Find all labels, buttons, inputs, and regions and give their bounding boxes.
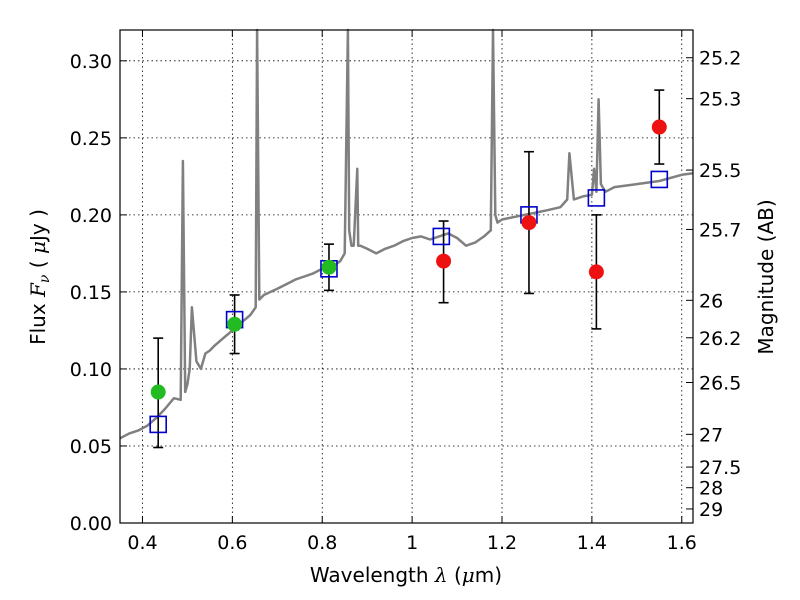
model-square-marker <box>432 227 451 246</box>
model-square-marker <box>587 189 606 207</box>
x-tick-label: 1.6 <box>667 532 697 554</box>
x-tick-label: 0.8 <box>307 532 337 554</box>
y-tick-label: 0.25 <box>70 128 112 150</box>
y-tick-label: 0.00 <box>70 513 112 535</box>
x-tick-label: 1.4 <box>577 532 607 554</box>
x-axis-ticks: 0.4 0.6 0.8 1 1.2 1.4 1.6 <box>127 30 697 554</box>
x-tick-label: 0.4 <box>127 532 157 554</box>
model-square-marker <box>650 170 669 189</box>
y-tick-label: 0.20 <box>70 205 112 227</box>
model-spectrum <box>119 28 694 440</box>
mag-tick-label: 26 <box>699 290 723 312</box>
y-tick-label: 0.15 <box>70 282 112 304</box>
mag-tick-label: 25.2 <box>699 48 741 70</box>
plot-background <box>120 30 693 523</box>
mag-tick-label: 25.3 <box>699 89 741 111</box>
model-square-marker <box>149 415 167 434</box>
x-tick-label: 1 <box>406 532 418 554</box>
magnitude-axis-label: Magnitude (AB) <box>754 199 778 354</box>
photometry-points <box>150 119 667 400</box>
mag-tick-label: 25.7 <box>699 219 741 241</box>
mag-tick-label: 27.5 <box>699 457 741 479</box>
red-data-point <box>588 264 604 280</box>
green-data-point <box>227 316 243 332</box>
mag-tick-label: 26.2 <box>699 328 741 350</box>
x-axis-label: Wavelength λ (μm) <box>310 563 502 587</box>
y-tick-label: 0.30 <box>70 51 112 73</box>
plot-frame <box>119 29 694 524</box>
green-data-point <box>321 259 337 275</box>
x-tick-label: 1.2 <box>487 532 517 554</box>
red-data-point <box>436 253 452 269</box>
mag-tick-label: 27 <box>699 424 723 446</box>
y-tick-label: 0.10 <box>70 359 112 381</box>
spectrum-line <box>119 28 694 440</box>
red-data-point <box>651 119 667 135</box>
mag-tick-label: 29 <box>699 499 723 521</box>
y-tick-label: 0.05 <box>70 436 112 458</box>
y-axis-ticks: 0.00 0.05 0.10 0.15 0.20 0.25 0.30 <box>70 51 127 535</box>
mag-tick-label: 25.5 <box>699 160 741 182</box>
mag-tick-label: 28 <box>699 478 723 500</box>
y-axis-label: Flux Fν ( μJy ) <box>26 209 53 345</box>
mag-tick-label: 26.5 <box>699 372 741 394</box>
x-tick-label: 0.6 <box>217 532 247 554</box>
red-data-point <box>521 215 537 231</box>
green-data-point <box>150 384 166 400</box>
